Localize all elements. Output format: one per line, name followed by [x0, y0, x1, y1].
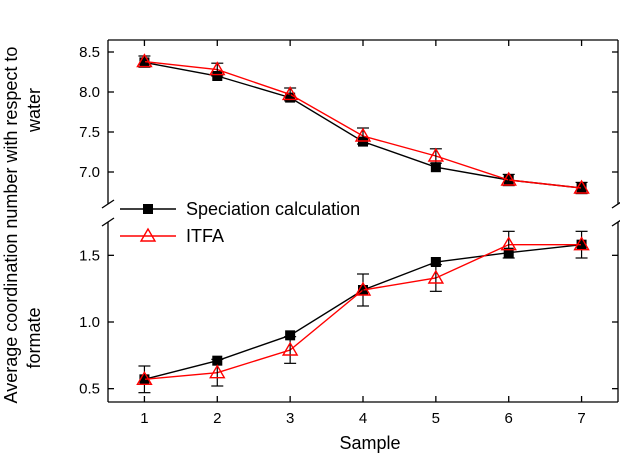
legend-marker-triangle: [139, 227, 157, 242]
legend-label-speciation: Speciation calculation: [186, 199, 360, 219]
legend-item-itfa: ITFA: [120, 226, 224, 246]
lower-speciation-series: [139, 239, 587, 385]
upper-speciation-point: [430, 162, 441, 173]
lower-itfa-point: [573, 236, 590, 251]
x-tick-label: 1: [140, 410, 148, 427]
upper-itfa-point: [281, 86, 299, 101]
upper-y-tick-label: 8.0: [79, 84, 100, 101]
lower-itfa-point: [427, 269, 445, 284]
upper-itfa-series: [136, 53, 590, 195]
lower-y-ticks: 0.5 1.0 1.5: [79, 247, 618, 398]
x-tick-label: 4: [359, 410, 367, 427]
legend-label-itfa: ITFA: [186, 226, 224, 246]
lower-speciation-point: [430, 257, 441, 267]
upper-itfa-point: [136, 53, 153, 68]
lower-itfa-error-bar: [284, 336, 297, 364]
lower-speciation-line: [144, 243, 582, 381]
x-tick-label: 2: [213, 410, 221, 427]
series: [136, 53, 590, 394]
lower-itfa-point: [281, 341, 299, 356]
y-axis-label-upper: water: [24, 88, 44, 133]
left-break-mark-bottom: [101, 217, 115, 227]
upper-y-ticks: 7.0 7.5 8.0 8.5: [79, 44, 618, 181]
lower-y-tick-label: 0.5: [79, 381, 100, 398]
x-ticks: 1 2 3 4 5 6 7: [140, 40, 586, 427]
upper-speciation-line: [144, 61, 582, 189]
lower-itfa-error-bar: [502, 230, 515, 259]
lower-y-tick-label: 1.0: [79, 314, 100, 331]
upper-y-tick-label: 7.5: [79, 124, 100, 141]
lower-itfa-line: [144, 243, 582, 381]
right-break-mark-bottom: [611, 219, 620, 227]
lower-itfa-point: [136, 370, 153, 386]
lower-itfa-error-bar: [211, 358, 224, 387]
upper-itfa-point: [500, 171, 517, 186]
legend-item-speciation: Speciation calculation: [120, 199, 360, 219]
upper-itfa-line: [144, 60, 582, 189]
x-tick-label: 7: [577, 410, 585, 427]
lower-speciation-point: [285, 330, 296, 341]
y-axis-label-line1: Average coordination number with respect…: [1, 47, 21, 404]
y-axis-label-lower: formate: [24, 307, 44, 368]
axes: [101, 39, 620, 403]
x-tick-label: 5: [432, 410, 440, 427]
upper-itfa-point: [354, 127, 372, 142]
upper-speciation-series: [139, 57, 587, 193]
lower-itfa-point: [354, 281, 372, 296]
upper-y-tick-label: 8.5: [79, 44, 100, 61]
lower-itfa-error-bar: [575, 230, 588, 259]
x-tick-label: 6: [505, 410, 513, 427]
left-break-mark-top: [101, 199, 115, 209]
upper-itfa-point: [573, 179, 590, 194]
lower-itfa-point: [209, 364, 226, 379]
upper-itfa-point: [427, 147, 445, 162]
lower-itfa-error-bar: [138, 365, 151, 394]
lower-itfa-series: [136, 230, 590, 394]
right-break-mark-top: [611, 201, 620, 209]
upper-itfa-point: [209, 61, 226, 76]
upper-y-tick-label: 7.0: [79, 164, 100, 181]
legend-marker-square: [143, 204, 153, 214]
lower-y-tick-label: 1.5: [79, 247, 100, 264]
x-axis-label: Sample: [339, 433, 400, 453]
lower-itfa-error-bar: [429, 264, 442, 292]
lower-itfa-error-bar: [357, 273, 369, 307]
legend: Speciation calculation ITFA: [120, 199, 360, 246]
lower-itfa-point: [500, 236, 517, 251]
x-tick-label: 3: [286, 410, 294, 427]
